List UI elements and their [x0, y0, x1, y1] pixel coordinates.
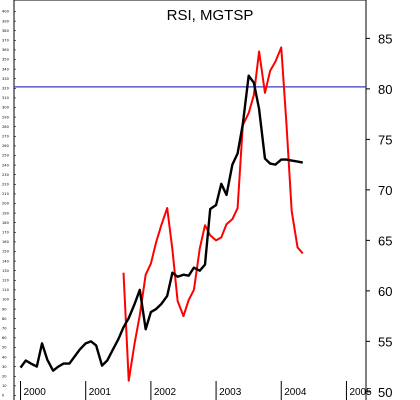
left-tick-label: 240: [2, 163, 10, 167]
left-tick-label: 230: [2, 173, 10, 177]
left-tick-label: 120: [2, 278, 10, 282]
right-axis: 50 55 60 65 70 75 80 85: [366, 31, 392, 400]
left-tick-label: 110: [2, 288, 10, 292]
left-tick-label: 250: [2, 154, 10, 158]
left-tick-label: 350: [2, 58, 10, 62]
right-tick-label: 60: [378, 284, 392, 299]
left-tick-label: 220: [2, 183, 10, 187]
right-tick-label: 75: [378, 132, 392, 147]
x-tick-label: 2003: [219, 387, 242, 398]
left-tick-label: 50: [2, 346, 7, 350]
left-tick-label: 340: [2, 67, 10, 71]
left-tick-label: 380: [2, 29, 10, 33]
left-tick-label: 130: [2, 269, 10, 273]
series-line-black: [19, 74, 303, 372]
left-tick-label: 360: [2, 48, 10, 52]
left-tick-label: 170: [2, 230, 10, 234]
left-tick-label: 260: [2, 144, 10, 148]
left-tick-label: 80: [2, 317, 7, 321]
left-tick-label: 370: [2, 39, 10, 43]
x-tick-label: 2001: [89, 387, 112, 398]
right-tick-label: 65: [378, 233, 392, 248]
x-tick-label: 2004: [284, 387, 307, 398]
left-tick-label: 330: [2, 77, 10, 81]
left-tick-label: 190: [2, 211, 10, 215]
x-tick-label: 2000: [24, 387, 47, 398]
left-tick-label: 90: [2, 307, 7, 311]
left-tick-label: 0: [2, 394, 5, 398]
series-line-red: [122, 46, 304, 382]
chart-title: RSI, MGTSP: [167, 7, 254, 24]
left-tick-label: 300: [2, 106, 10, 110]
left-tick-label: 210: [2, 192, 10, 196]
left-tick-label: 70: [2, 326, 7, 330]
left-tick-label: 280: [2, 125, 10, 129]
right-tick-label: 50: [378, 385, 392, 400]
left-tick-label: 390: [2, 19, 10, 23]
left-tick-label: 310: [2, 96, 10, 100]
right-tick-label: 85: [378, 31, 392, 46]
left-tick-label: 270: [2, 135, 10, 139]
left-tick-label: 180: [2, 221, 10, 225]
left-tick-label: 60: [2, 336, 7, 340]
right-tick-label: 80: [378, 82, 392, 97]
x-tick-label: 2005: [349, 387, 372, 398]
left-tick-label: 200: [2, 202, 10, 206]
left-tick-label: 160: [2, 240, 10, 244]
x-tick-label: 2002: [154, 387, 177, 398]
left-tick-label: 20: [2, 374, 7, 378]
x-axis: 2000 2001 2002 2003 2004 2005: [20, 381, 372, 400]
right-tick-label: 55: [378, 334, 392, 349]
left-axis: 0 10 20 30 40 50 60 70 80 90 100 110 120 130 140 150 160…: [2, 10, 16, 398]
left-tick-label: 40: [2, 355, 7, 359]
left-tick-label: 140: [2, 259, 10, 263]
left-tick-label: 30: [2, 365, 7, 369]
series-layer: [14, 46, 366, 382]
right-tick-label: 70: [378, 183, 392, 198]
left-tick-label: 150: [2, 250, 10, 254]
left-tick-label: 10: [2, 384, 7, 388]
left-tick-label: 320: [2, 87, 10, 91]
left-tick-label: 400: [2, 10, 10, 14]
left-tick-label: 290: [2, 115, 10, 119]
left-tick-label: 100: [2, 298, 10, 302]
plot-area: [13, 0, 367, 400]
